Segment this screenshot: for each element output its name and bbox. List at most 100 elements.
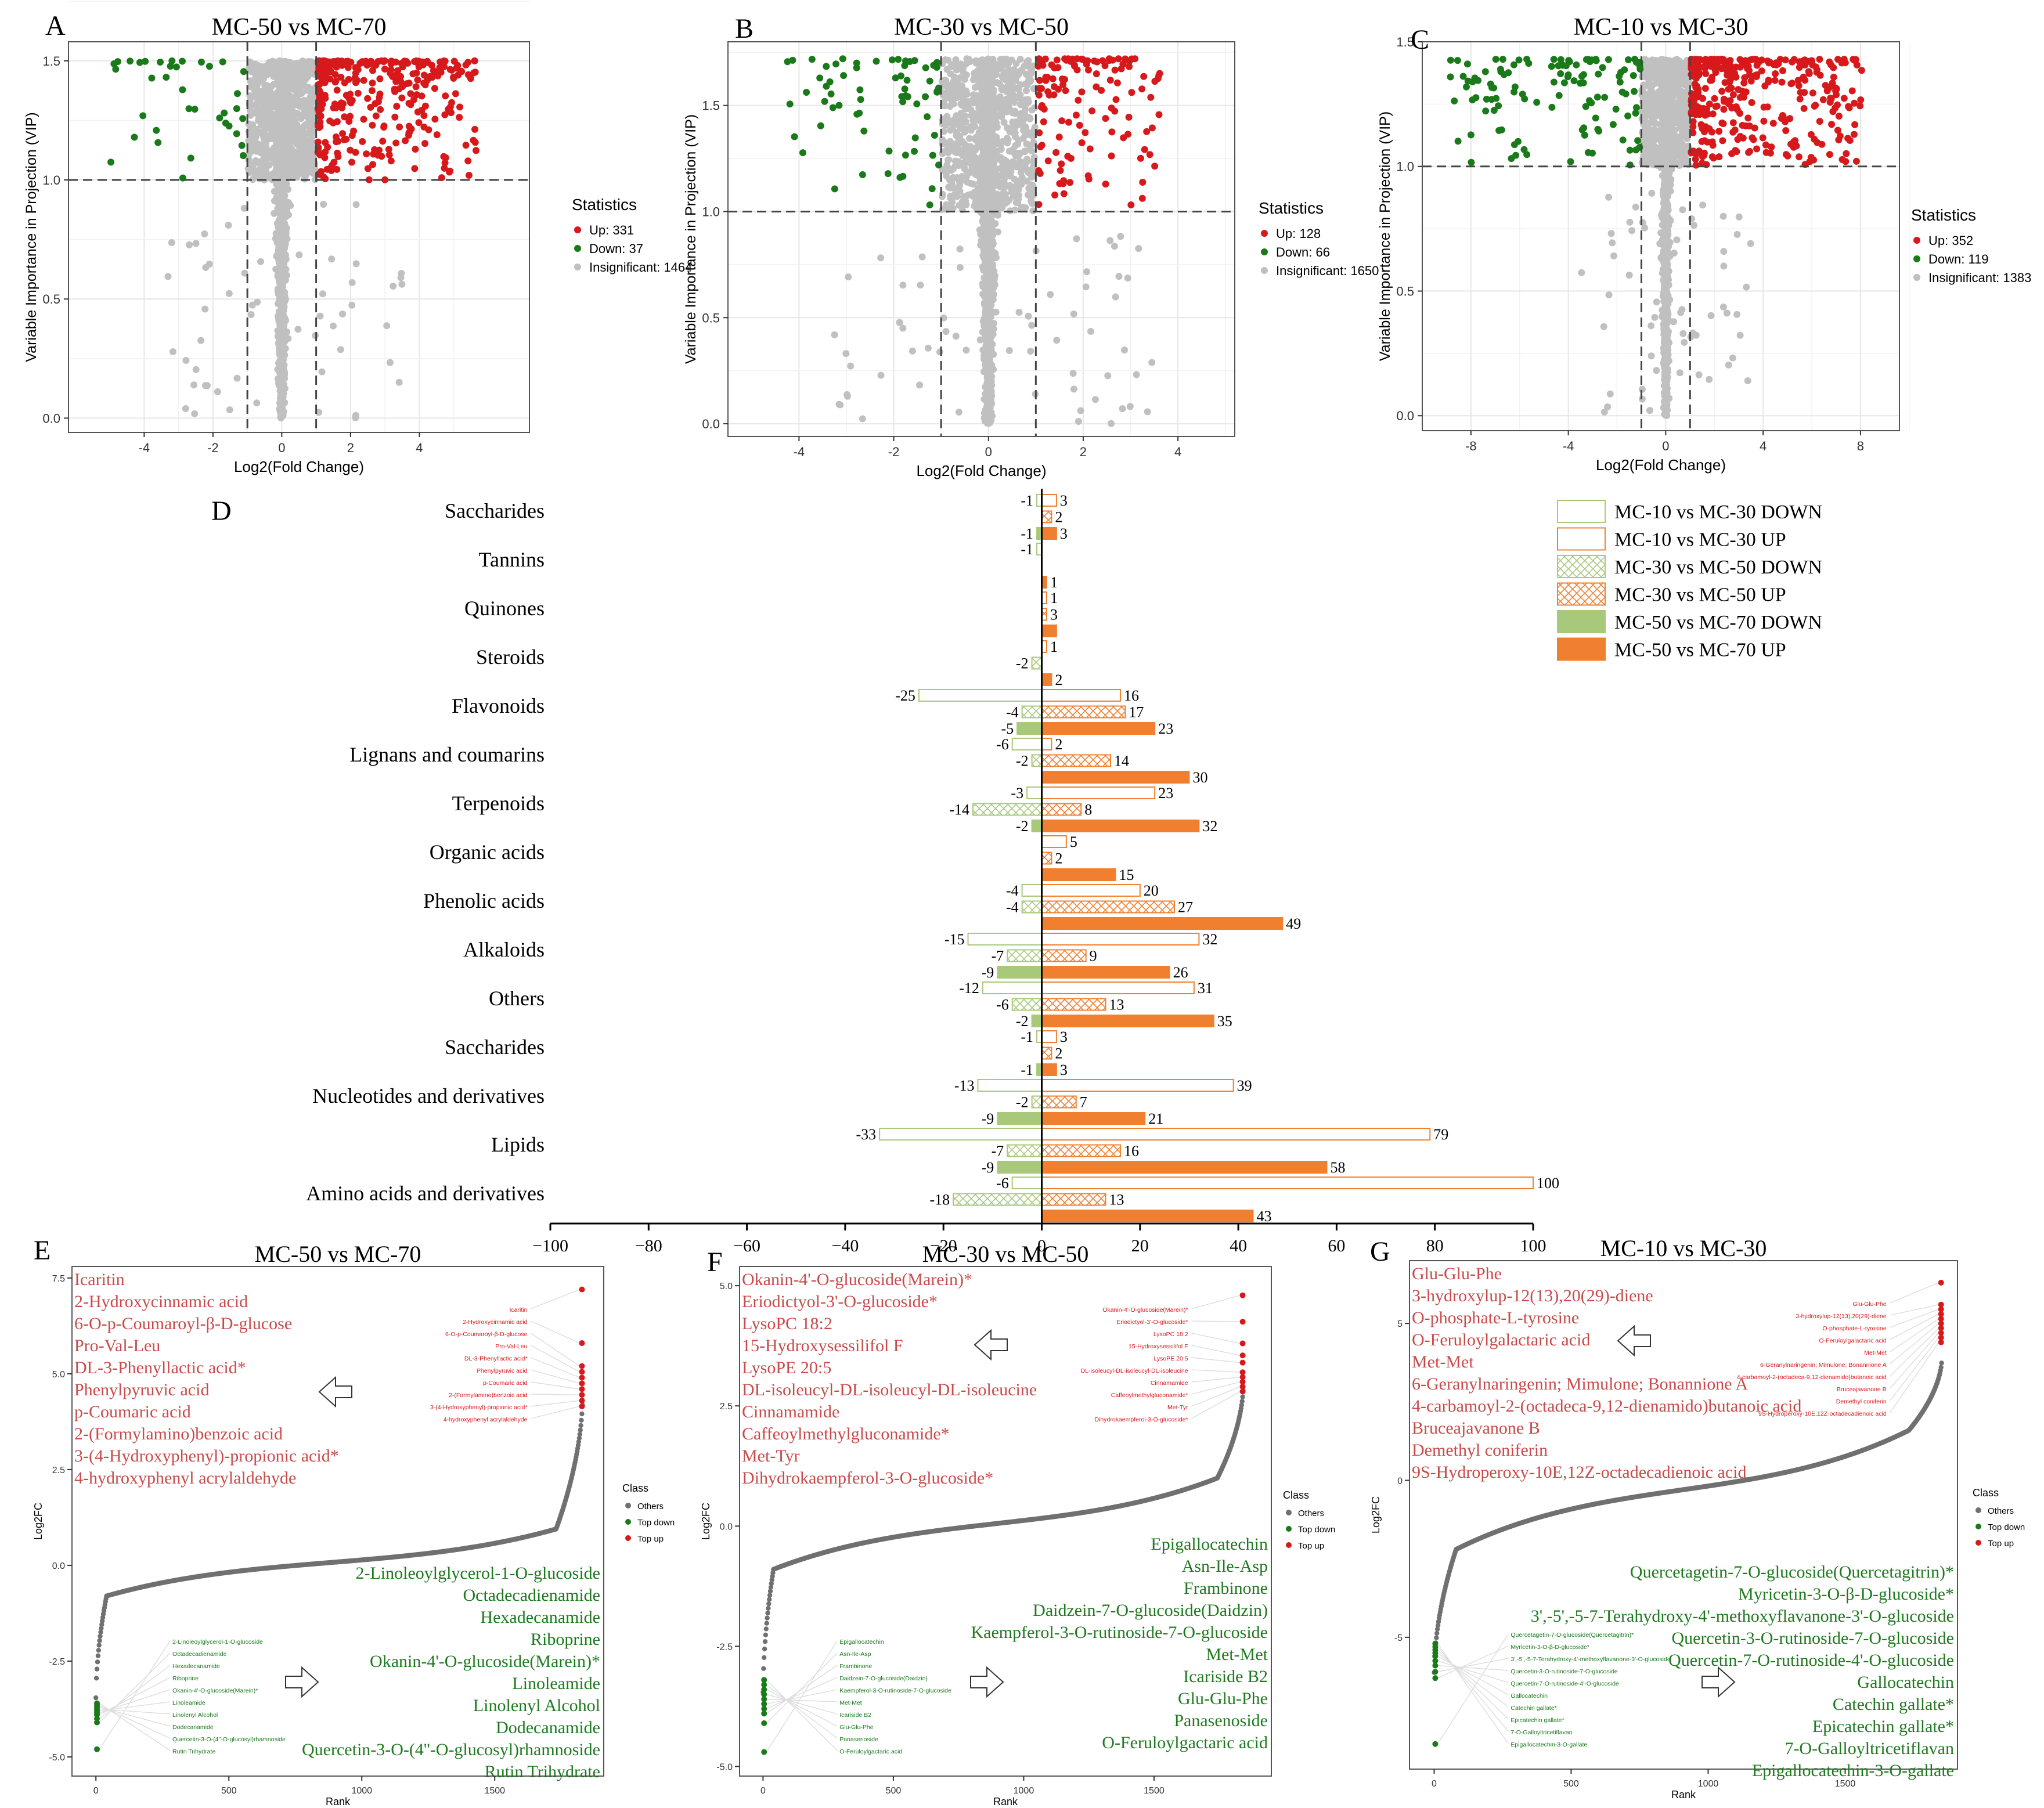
insignificant-point [225,222,232,229]
insignificant-point [1661,244,1668,251]
insignificant-point [986,407,993,414]
insignificant-point [953,131,961,139]
down-point [898,93,906,100]
insignificant-point [952,333,960,340]
insignificant-point [348,279,356,286]
up-point [462,142,470,149]
insignificant-point [1641,125,1649,132]
insignificant-point [386,359,394,366]
insignificant-point [946,176,953,183]
insignificant-point [938,78,946,85]
insignificant-point [936,348,943,356]
insignificant-point [1073,235,1080,243]
insignificant-point [1077,407,1084,414]
down-point [107,158,114,166]
insignificant-point [1729,354,1736,362]
up-point [1049,75,1057,82]
up-point [380,124,388,131]
insignificant-point [949,95,957,102]
insignificant-point [302,172,309,180]
volcano-panel-a: -4 -2 0 2 40.00.51.01.5A MC-50 vs MC-70Log2(F… [23,1,692,475]
up-point [412,146,419,153]
down-point [902,57,909,65]
x-tick-label: -4 [139,441,150,455]
insignificant-point [1008,97,1016,104]
up-point [436,64,444,71]
insignificant-point [991,207,998,214]
insignificant-point [896,319,903,326]
up-point [368,87,376,95]
legend-marker [574,264,581,270]
down-point [234,90,241,98]
up-point [344,59,351,66]
insignificant-point [191,410,199,417]
insignificant-point [261,157,269,165]
up-point [1036,55,1043,63]
insignificant-point [280,128,287,135]
insignificant-point [980,127,987,134]
insignificant-point [1690,222,1697,229]
insignificant-point [1720,248,1728,255]
insignificant-point [1148,359,1156,366]
up-point [1115,55,1122,63]
up-point [431,85,438,92]
insignificant-point [917,282,924,289]
down-point [233,105,240,113]
down-point [853,59,860,67]
insignificant-point [939,136,946,143]
insignificant-point [277,90,284,98]
insignificant-point [956,182,963,189]
up-point [1038,142,1046,149]
insignificant-point [989,56,997,63]
up-point [1143,128,1151,135]
insignificant-point [318,368,326,376]
up-point [1072,111,1080,119]
insignificant-point [983,161,990,168]
insignificant-point [859,415,866,423]
insignificant-point [991,281,998,288]
insignificant-point [989,132,997,139]
insignificant-point [277,399,284,406]
insignificant-point [987,120,994,128]
insignificant-point [328,255,336,263]
insignificant-point [286,120,294,128]
y-tick-label: 1.5 [702,99,720,113]
insignificant-point [1083,268,1090,276]
insignificant-point [294,326,302,333]
up-point [1061,55,1069,63]
insignificant-point [253,147,261,155]
insignificant-point [275,329,283,337]
insignificant-point [282,108,289,116]
up-point [1102,115,1109,122]
insignificant-point [197,337,205,344]
insignificant-point [1673,236,1681,244]
insignificant-point [1027,348,1034,355]
up-point [1044,157,1052,165]
insignificant-point [241,269,248,277]
up-point [317,60,325,67]
down-point [799,149,806,157]
down-point [197,59,205,66]
up-point [343,135,350,143]
x-tick-label: -2 [888,445,900,459]
insignificant-point [916,381,924,389]
down-point [791,133,798,140]
insignificant-point [997,145,1005,153]
insignificant-point [277,218,284,226]
up-point [322,148,329,156]
insignificant-point [969,76,977,84]
insignificant-point [1008,186,1015,193]
insignificant-point [275,290,282,298]
panel-title: MC-30 vs MC-50 [894,14,1069,41]
insignificant-point [1008,85,1015,92]
up-point [385,151,393,158]
insignificant-point [1121,347,1128,353]
insignificant-point [962,347,970,354]
down-point [859,171,866,178]
insignificant-point [1628,227,1636,234]
insignificant-point [271,136,279,143]
up-point [448,109,455,117]
up-point [1054,64,1062,71]
up-point [1036,77,1043,84]
up-point [411,165,419,172]
